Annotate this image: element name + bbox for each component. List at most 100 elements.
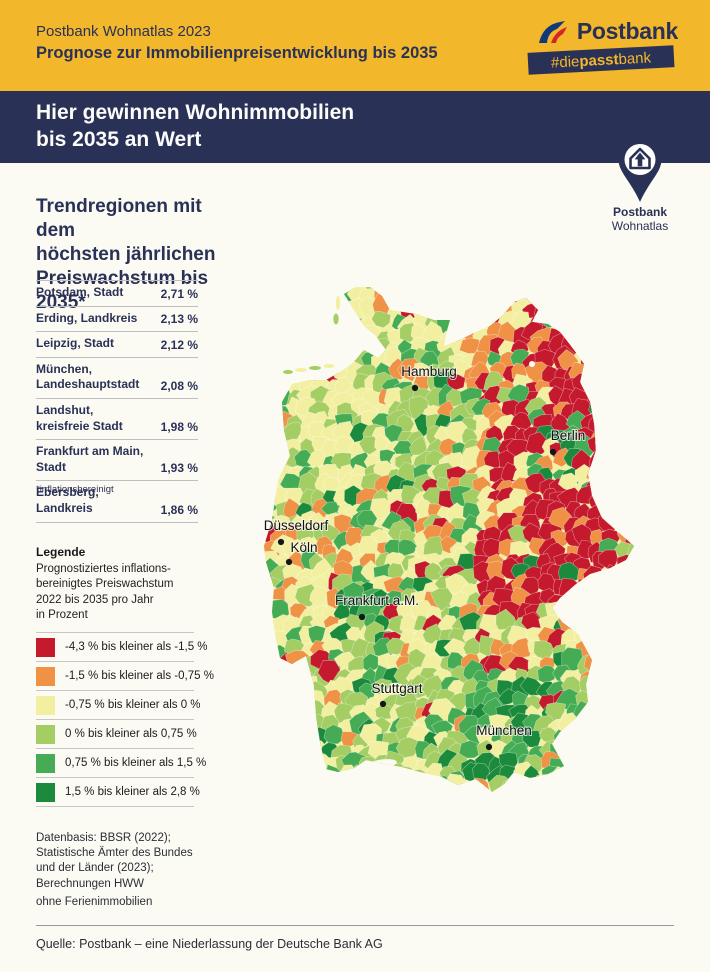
coastal-islands (283, 296, 341, 374)
district-cell (293, 789, 315, 792)
city-markers: Hamburg Berlin Düsseldorf Köln Frankfurt a.M… (263, 363, 586, 751)
district-cell (560, 766, 580, 787)
district-cell (622, 569, 634, 595)
district-cell (264, 287, 268, 299)
legend-label: 0 % bis kleiner als 0,75 % (65, 728, 197, 741)
district-cell (269, 287, 292, 298)
district-cell (608, 458, 633, 485)
district-cell (615, 505, 634, 524)
district-cell (264, 363, 269, 387)
city-dot-hamburg (411, 384, 419, 392)
district-cell (446, 372, 466, 391)
district-cell (614, 687, 633, 707)
district-cell (590, 287, 609, 306)
district-cell (585, 365, 605, 384)
district-cell (635, 688, 658, 714)
legend-item: 1,5 % bis kleiner als 2,8 % (36, 777, 200, 808)
district-cell (264, 497, 274, 519)
district-cell (264, 668, 270, 687)
trend-region: Potsdam, Stadt (36, 285, 124, 299)
district-cell (601, 480, 623, 498)
district-cell (264, 497, 270, 519)
district-cell (264, 427, 284, 447)
district-cell (479, 796, 495, 815)
district-cell (290, 692, 308, 710)
district-cell (300, 729, 320, 748)
district-cell (448, 790, 466, 792)
district-cell (627, 584, 634, 607)
district-cell (589, 727, 612, 753)
district-cell (288, 736, 308, 757)
district-cell (264, 372, 267, 391)
district-cell (561, 789, 585, 792)
district-cell (342, 329, 368, 350)
district-cell (629, 614, 634, 638)
district-cell (624, 287, 634, 291)
district-cell (264, 729, 268, 751)
district-cell (277, 666, 297, 687)
district-cell (623, 351, 634, 371)
district-cell (574, 750, 593, 771)
district-cell (591, 349, 611, 373)
trend-value: 2,71 % (160, 286, 198, 301)
district-cell (507, 287, 531, 299)
district-cell (509, 791, 530, 792)
district-cell (322, 336, 349, 362)
district-cell (333, 651, 356, 672)
district-cell (264, 717, 283, 737)
district-cell (307, 325, 332, 350)
district-cell (596, 690, 617, 711)
district-cell (437, 790, 456, 792)
district-cell (636, 730, 658, 746)
city-dot-frankfurt (358, 613, 366, 621)
district-cell (557, 561, 582, 584)
district-cell (264, 295, 265, 318)
source-divider (36, 925, 674, 926)
district-cell (624, 387, 634, 408)
district-cell (597, 512, 618, 532)
district-cell (588, 592, 609, 613)
district-cell (264, 612, 267, 635)
district-cell (296, 298, 321, 323)
district-cell (264, 565, 268, 585)
district-cell (584, 300, 603, 319)
district-cell (589, 607, 606, 623)
district-cell (564, 287, 582, 304)
district-cell (626, 788, 634, 792)
district-cell (618, 427, 634, 448)
district-cell (610, 385, 633, 409)
district-cell (319, 775, 344, 792)
district-cell (640, 563, 658, 582)
district-cell (287, 309, 308, 329)
city-label-hamburg: Hamburg (401, 364, 457, 379)
district-cell (632, 345, 634, 372)
district-cell (295, 287, 314, 292)
district-cell (533, 299, 558, 323)
district-cell (358, 755, 378, 774)
district-cell (401, 791, 419, 792)
district-cell (578, 598, 597, 618)
district-cell (285, 287, 305, 292)
district-cell (264, 414, 266, 435)
legend-items: -4,3 % bis kleiner als -1,5 % -1,5 % bis … (36, 632, 214, 808)
legend-swatch (36, 637, 55, 657)
district-cell (640, 441, 658, 460)
district-cell (638, 479, 654, 494)
district-cell (282, 347, 304, 368)
district-cell (637, 515, 658, 534)
city-label-stuttgart: Stuttgart (371, 681, 422, 696)
district-cell (264, 362, 279, 385)
district-cell (264, 676, 284, 703)
district-cell (359, 324, 381, 343)
district-cell (627, 728, 634, 747)
district-cell (269, 288, 289, 307)
district-cell (264, 341, 280, 361)
district-cell (264, 602, 273, 626)
district-cell (334, 376, 352, 396)
district-cell (461, 287, 484, 295)
district-cell (596, 724, 622, 751)
district-cell (613, 652, 630, 671)
district-cell (264, 376, 279, 399)
district-cell (264, 652, 269, 672)
